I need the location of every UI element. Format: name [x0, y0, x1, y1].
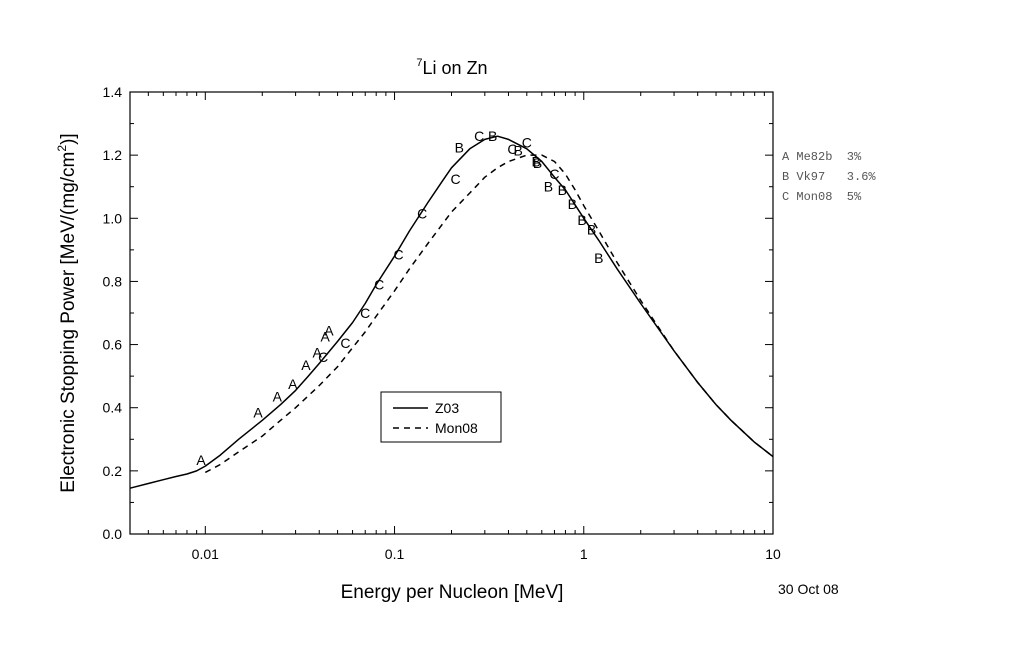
marker-c: C	[417, 206, 427, 222]
y-tick-label: 1.0	[103, 210, 123, 226]
marker-b: B	[533, 155, 542, 171]
y-axis-label-main: Electronic Stopping Power [MeV/(mg/cm	[58, 152, 79, 493]
marker-c: C	[374, 277, 384, 293]
y-tick-label: 0.8	[103, 273, 123, 289]
y-axis-label: Electronic Stopping Power [MeV/(mg/cm2)]	[55, 133, 79, 492]
marker-b: B	[587, 221, 596, 237]
y-tick-label: 0.2	[103, 463, 123, 479]
x-tick-label: 0.1	[385, 546, 405, 562]
marker-a: A	[321, 329, 331, 345]
marker-b: B	[531, 153, 540, 169]
marker-c: C	[393, 247, 403, 263]
y-tick-label: 0.0	[103, 526, 123, 542]
legend-label-z03: Z03	[435, 400, 459, 416]
marker-a: A	[273, 389, 283, 405]
chart-title: 7Li on Zn	[416, 57, 487, 78]
marker-b: B	[544, 179, 553, 195]
marker-c: C	[318, 349, 328, 365]
x-tick-label: 10	[765, 546, 781, 562]
marker-c: C	[507, 141, 517, 157]
marker-key: A Me82b 3% B Vk97 3.6% C Mon08 5%	[782, 150, 876, 204]
y-axis-label-end: )]	[58, 133, 79, 145]
x-tick-label: 0.01	[192, 546, 219, 562]
marker-b: B	[594, 250, 603, 266]
marker-key-b: B Vk97 3.6%	[782, 170, 876, 184]
series-line-mon08	[204, 154, 774, 474]
legend-box	[380, 391, 502, 443]
marker-c: C	[522, 135, 532, 151]
marker-a: A	[196, 452, 206, 468]
plot-frame	[129, 91, 774, 535]
marker-b: B	[488, 128, 497, 144]
marker-b: B	[577, 212, 586, 228]
y-tick-label: 1.2	[103, 147, 123, 163]
y-tick-label: 0.4	[103, 400, 123, 416]
marker-key-c: C Mon08 5%	[782, 190, 862, 204]
x-axis-label: Energy per Nucleon [MeV]	[341, 582, 564, 603]
axis-ticks	[129, 91, 774, 535]
y-tick-label: 0.6	[103, 337, 123, 353]
marker-key-a: A Me82b 3%	[782, 150, 862, 164]
legend: Z03 Mon08	[380, 391, 502, 443]
marker-a: A	[253, 404, 263, 420]
chart-title-text: Li on Zn	[423, 58, 488, 78]
marker-c: C	[360, 305, 370, 321]
marker-a: A	[312, 344, 322, 360]
x-tick-labels: 0.01 0.1 1 10	[192, 546, 781, 562]
marker-c: C	[474, 128, 484, 144]
series-line-z03	[129, 135, 774, 489]
x-tick-label: 1	[580, 546, 588, 562]
marker-c: C	[340, 335, 350, 351]
marker-b: B	[513, 142, 522, 158]
date-stamp: 30 Oct 08	[778, 581, 839, 597]
legend-label-mon08: Mon08	[435, 420, 478, 436]
marker-b: B	[568, 196, 577, 212]
y-axis-label-sup: 2	[55, 145, 69, 152]
marker-b: B	[558, 182, 567, 198]
y-tick-label: 1.4	[103, 84, 123, 100]
marker-a: A	[288, 376, 298, 392]
series-lines	[129, 135, 774, 489]
y-tick-labels: 0.0 0.2 0.4 0.6 0.8 1.0 1.2 1.4	[103, 84, 123, 542]
marker-c: C	[549, 166, 559, 182]
marker-a: A	[324, 322, 334, 338]
marker-a: A	[301, 357, 311, 373]
chart-title-superscript: 7	[416, 57, 422, 69]
marker-c: C	[450, 171, 460, 187]
marker-b: B	[455, 139, 464, 155]
